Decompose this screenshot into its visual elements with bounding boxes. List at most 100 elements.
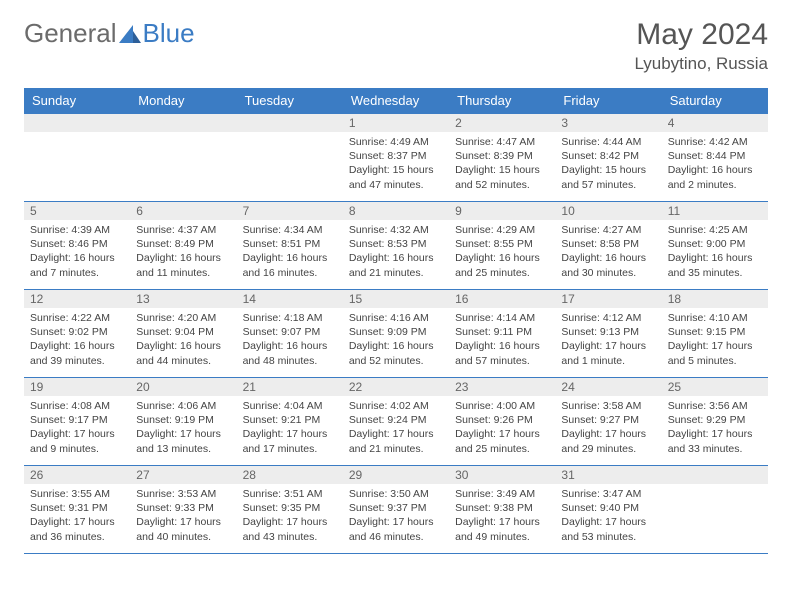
daylight-text: Daylight: 17 hours and 46 minutes. xyxy=(349,515,443,543)
day-info: Sunrise: 4:34 AMSunset: 8:51 PMDaylight:… xyxy=(237,220,343,283)
sunrise-text: Sunrise: 3:47 AM xyxy=(561,487,655,501)
day-header: Thursday xyxy=(449,88,555,114)
sunrise-text: Sunrise: 4:32 AM xyxy=(349,223,443,237)
daylight-text: Daylight: 15 hours and 57 minutes. xyxy=(561,163,655,191)
calendar-table: SundayMondayTuesdayWednesdayThursdayFrid… xyxy=(24,88,768,554)
day-info: Sunrise: 4:44 AMSunset: 8:42 PMDaylight:… xyxy=(555,132,661,195)
day-number: 18 xyxy=(662,290,768,308)
daylight-text: Daylight: 16 hours and 35 minutes. xyxy=(668,251,762,279)
day-number: 16 xyxy=(449,290,555,308)
day-cell: 13Sunrise: 4:20 AMSunset: 9:04 PMDayligh… xyxy=(130,290,236,378)
logo-text-1: General xyxy=(24,18,117,49)
daylight-text: Daylight: 16 hours and 25 minutes. xyxy=(455,251,549,279)
day-cell: 19Sunrise: 4:08 AMSunset: 9:17 PMDayligh… xyxy=(24,378,130,466)
day-info: Sunrise: 4:16 AMSunset: 9:09 PMDaylight:… xyxy=(343,308,449,371)
day-cell: 30Sunrise: 3:49 AMSunset: 9:38 PMDayligh… xyxy=(449,466,555,554)
sunset-text: Sunset: 8:46 PM xyxy=(30,237,124,251)
day-number: 26 xyxy=(24,466,130,484)
sunset-text: Sunset: 8:37 PM xyxy=(349,149,443,163)
logo-triangle-icon xyxy=(119,25,141,43)
day-cell: 17Sunrise: 4:12 AMSunset: 9:13 PMDayligh… xyxy=(555,290,661,378)
day-number: 5 xyxy=(24,202,130,220)
daylight-text: Daylight: 17 hours and 43 minutes. xyxy=(243,515,337,543)
sunset-text: Sunset: 9:37 PM xyxy=(349,501,443,515)
day-info: Sunrise: 4:08 AMSunset: 9:17 PMDaylight:… xyxy=(24,396,130,459)
sunset-text: Sunset: 8:58 PM xyxy=(561,237,655,251)
day-cell: 25Sunrise: 3:56 AMSunset: 9:29 PMDayligh… xyxy=(662,378,768,466)
day-number: 3 xyxy=(555,114,661,132)
sunrise-text: Sunrise: 3:50 AM xyxy=(349,487,443,501)
sunset-text: Sunset: 9:13 PM xyxy=(561,325,655,339)
day-info: Sunrise: 4:20 AMSunset: 9:04 PMDaylight:… xyxy=(130,308,236,371)
daylight-text: Daylight: 16 hours and 44 minutes. xyxy=(136,339,230,367)
day-info: Sunrise: 4:10 AMSunset: 9:15 PMDaylight:… xyxy=(662,308,768,371)
day-number: 1 xyxy=(343,114,449,132)
day-cell: 23Sunrise: 4:00 AMSunset: 9:26 PMDayligh… xyxy=(449,378,555,466)
day-cell: 6Sunrise: 4:37 AMSunset: 8:49 PMDaylight… xyxy=(130,202,236,290)
month-title: May 2024 xyxy=(634,18,768,52)
sunset-text: Sunset: 9:17 PM xyxy=(30,413,124,427)
sunset-text: Sunset: 8:39 PM xyxy=(455,149,549,163)
day-number: 19 xyxy=(24,378,130,396)
day-info: Sunrise: 4:00 AMSunset: 9:26 PMDaylight:… xyxy=(449,396,555,459)
sunset-text: Sunset: 8:44 PM xyxy=(668,149,762,163)
sunrise-text: Sunrise: 4:10 AM xyxy=(668,311,762,325)
sunrise-text: Sunrise: 4:29 AM xyxy=(455,223,549,237)
day-info: Sunrise: 3:55 AMSunset: 9:31 PMDaylight:… xyxy=(24,484,130,547)
sunrise-text: Sunrise: 3:49 AM xyxy=(455,487,549,501)
sunset-text: Sunset: 9:26 PM xyxy=(455,413,549,427)
day-number: 14 xyxy=(237,290,343,308)
sunset-text: Sunset: 9:27 PM xyxy=(561,413,655,427)
day-number: 12 xyxy=(24,290,130,308)
daylight-text: Daylight: 17 hours and 21 minutes. xyxy=(349,427,443,455)
day-info: Sunrise: 4:22 AMSunset: 9:02 PMDaylight:… xyxy=(24,308,130,371)
daylight-text: Daylight: 17 hours and 17 minutes. xyxy=(243,427,337,455)
day-cell: 9Sunrise: 4:29 AMSunset: 8:55 PMDaylight… xyxy=(449,202,555,290)
daylight-text: Daylight: 17 hours and 5 minutes. xyxy=(668,339,762,367)
sunrise-text: Sunrise: 4:25 AM xyxy=(668,223,762,237)
day-cell xyxy=(130,114,236,202)
sunset-text: Sunset: 8:49 PM xyxy=(136,237,230,251)
daylight-text: Daylight: 16 hours and 52 minutes. xyxy=(349,339,443,367)
day-number: 29 xyxy=(343,466,449,484)
day-cell: 3Sunrise: 4:44 AMSunset: 8:42 PMDaylight… xyxy=(555,114,661,202)
logo-text-2: Blue xyxy=(143,18,195,49)
sunrise-text: Sunrise: 4:18 AM xyxy=(243,311,337,325)
sunrise-text: Sunrise: 3:53 AM xyxy=(136,487,230,501)
day-cell: 7Sunrise: 4:34 AMSunset: 8:51 PMDaylight… xyxy=(237,202,343,290)
sunset-text: Sunset: 9:38 PM xyxy=(455,501,549,515)
week-row: 12Sunrise: 4:22 AMSunset: 9:02 PMDayligh… xyxy=(24,290,768,378)
location: Lyubytino, Russia xyxy=(634,54,768,74)
sunrise-text: Sunrise: 4:27 AM xyxy=(561,223,655,237)
daylight-text: Daylight: 16 hours and 2 minutes. xyxy=(668,163,762,191)
sunset-text: Sunset: 9:21 PM xyxy=(243,413,337,427)
sunset-text: Sunset: 9:35 PM xyxy=(243,501,337,515)
daylight-text: Daylight: 17 hours and 49 minutes. xyxy=(455,515,549,543)
day-info: Sunrise: 4:42 AMSunset: 8:44 PMDaylight:… xyxy=(662,132,768,195)
day-number: 31 xyxy=(555,466,661,484)
day-number: 28 xyxy=(237,466,343,484)
day-number: 20 xyxy=(130,378,236,396)
day-number: 13 xyxy=(130,290,236,308)
sunset-text: Sunset: 9:29 PM xyxy=(668,413,762,427)
sunset-text: Sunset: 9:07 PM xyxy=(243,325,337,339)
day-number: 27 xyxy=(130,466,236,484)
header: General Blue May 2024 Lyubytino, Russia xyxy=(24,18,768,74)
day-info: Sunrise: 4:29 AMSunset: 8:55 PMDaylight:… xyxy=(449,220,555,283)
sunrise-text: Sunrise: 4:37 AM xyxy=(136,223,230,237)
day-number: 15 xyxy=(343,290,449,308)
calendar-body: 1Sunrise: 4:49 AMSunset: 8:37 PMDaylight… xyxy=(24,114,768,554)
sunset-text: Sunset: 9:33 PM xyxy=(136,501,230,515)
day-info: Sunrise: 3:49 AMSunset: 9:38 PMDaylight:… xyxy=(449,484,555,547)
week-row: 19Sunrise: 4:08 AMSunset: 9:17 PMDayligh… xyxy=(24,378,768,466)
daylight-text: Daylight: 17 hours and 25 minutes. xyxy=(455,427,549,455)
sunset-text: Sunset: 9:04 PM xyxy=(136,325,230,339)
day-cell: 26Sunrise: 3:55 AMSunset: 9:31 PMDayligh… xyxy=(24,466,130,554)
day-number: 11 xyxy=(662,202,768,220)
day-number: 8 xyxy=(343,202,449,220)
day-info: Sunrise: 4:25 AMSunset: 9:00 PMDaylight:… xyxy=(662,220,768,283)
day-number xyxy=(130,114,236,132)
day-header-row: SundayMondayTuesdayWednesdayThursdayFrid… xyxy=(24,88,768,114)
day-cell: 15Sunrise: 4:16 AMSunset: 9:09 PMDayligh… xyxy=(343,290,449,378)
day-cell: 12Sunrise: 4:22 AMSunset: 9:02 PMDayligh… xyxy=(24,290,130,378)
